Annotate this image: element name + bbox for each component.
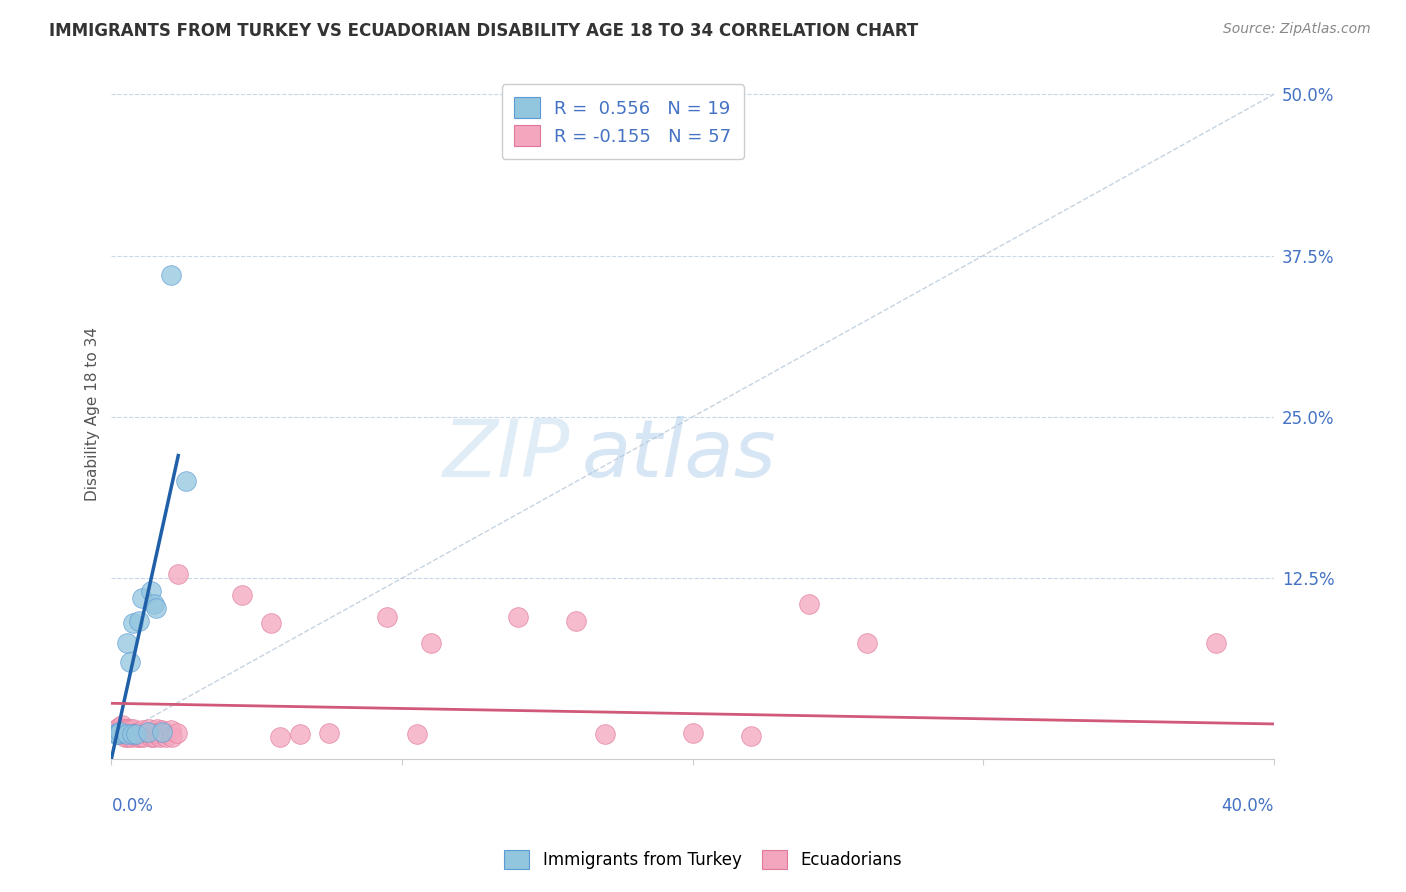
Point xyxy=(166,567,188,582)
Point xyxy=(114,722,136,736)
Point xyxy=(740,729,762,743)
Point xyxy=(117,730,139,744)
Text: 40.0%: 40.0% xyxy=(1222,797,1274,814)
Point xyxy=(166,726,188,740)
Point xyxy=(120,722,142,736)
Point xyxy=(120,730,142,744)
Point xyxy=(117,727,139,741)
Point xyxy=(153,726,176,740)
Point xyxy=(104,726,127,740)
Point xyxy=(136,724,159,739)
Point xyxy=(121,726,143,740)
Text: IMMIGRANTS FROM TURKEY VS ECUADORIAN DISABILITY AGE 18 TO 34 CORRELATION CHART: IMMIGRANTS FROM TURKEY VS ECUADORIAN DIS… xyxy=(49,22,918,40)
Point xyxy=(107,727,129,741)
Point xyxy=(139,584,162,599)
Point xyxy=(160,723,183,738)
Point xyxy=(1205,635,1227,649)
Point xyxy=(269,730,291,744)
Point xyxy=(139,730,162,744)
Point xyxy=(145,600,167,615)
Point xyxy=(125,730,148,744)
Legend: R =  0.556   N = 19, R = -0.155   N = 57: R = 0.556 N = 19, R = -0.155 N = 57 xyxy=(502,85,744,159)
Point xyxy=(142,726,165,740)
Point xyxy=(105,726,128,740)
Point xyxy=(160,730,183,744)
Point xyxy=(231,588,253,602)
Point xyxy=(856,635,879,649)
Point xyxy=(132,730,155,744)
Point xyxy=(146,722,169,736)
Point xyxy=(112,727,135,741)
Point xyxy=(405,727,427,741)
Text: Source: ZipAtlas.com: Source: ZipAtlas.com xyxy=(1223,22,1371,37)
Point xyxy=(110,727,132,741)
Point xyxy=(128,726,150,740)
Y-axis label: Disability Age 18 to 34: Disability Age 18 to 34 xyxy=(86,326,100,500)
Point xyxy=(174,475,197,489)
Point xyxy=(105,722,128,736)
Point xyxy=(160,268,183,282)
Point xyxy=(125,726,148,740)
Point xyxy=(131,723,153,738)
Point xyxy=(290,727,312,741)
Point xyxy=(145,726,167,740)
Point xyxy=(115,726,138,740)
Point xyxy=(682,726,704,740)
Point xyxy=(138,722,160,736)
Point xyxy=(122,722,145,736)
Point xyxy=(117,635,139,649)
Point xyxy=(125,727,148,741)
Point xyxy=(797,597,820,611)
Point xyxy=(107,719,129,733)
Legend: Immigrants from Turkey, Ecuadorians: Immigrants from Turkey, Ecuadorians xyxy=(495,840,911,880)
Point xyxy=(150,724,173,739)
Point xyxy=(121,727,143,741)
Point xyxy=(420,635,443,649)
Text: ZIP: ZIP xyxy=(443,416,571,494)
Point xyxy=(114,730,136,744)
Point xyxy=(118,726,141,740)
Point xyxy=(595,727,617,741)
Point xyxy=(148,726,170,740)
Point xyxy=(260,616,283,631)
Text: atlas: atlas xyxy=(582,416,778,494)
Point xyxy=(108,724,131,739)
Point xyxy=(155,730,177,744)
Point xyxy=(150,723,173,738)
Point xyxy=(318,726,340,740)
Point xyxy=(107,727,129,741)
Point xyxy=(136,726,159,740)
Point xyxy=(142,597,165,611)
Point xyxy=(111,718,134,732)
Text: 0.0%: 0.0% xyxy=(111,797,153,814)
Point xyxy=(131,591,153,605)
Point xyxy=(128,730,150,744)
Point xyxy=(565,614,588,628)
Point xyxy=(104,727,127,741)
Point xyxy=(117,722,139,736)
Point xyxy=(143,730,166,744)
Point xyxy=(508,610,530,624)
Point xyxy=(377,610,399,624)
Point xyxy=(110,722,132,736)
Point xyxy=(120,655,142,669)
Point xyxy=(108,724,131,739)
Point xyxy=(122,616,145,631)
Point xyxy=(149,730,172,744)
Point xyxy=(128,614,150,628)
